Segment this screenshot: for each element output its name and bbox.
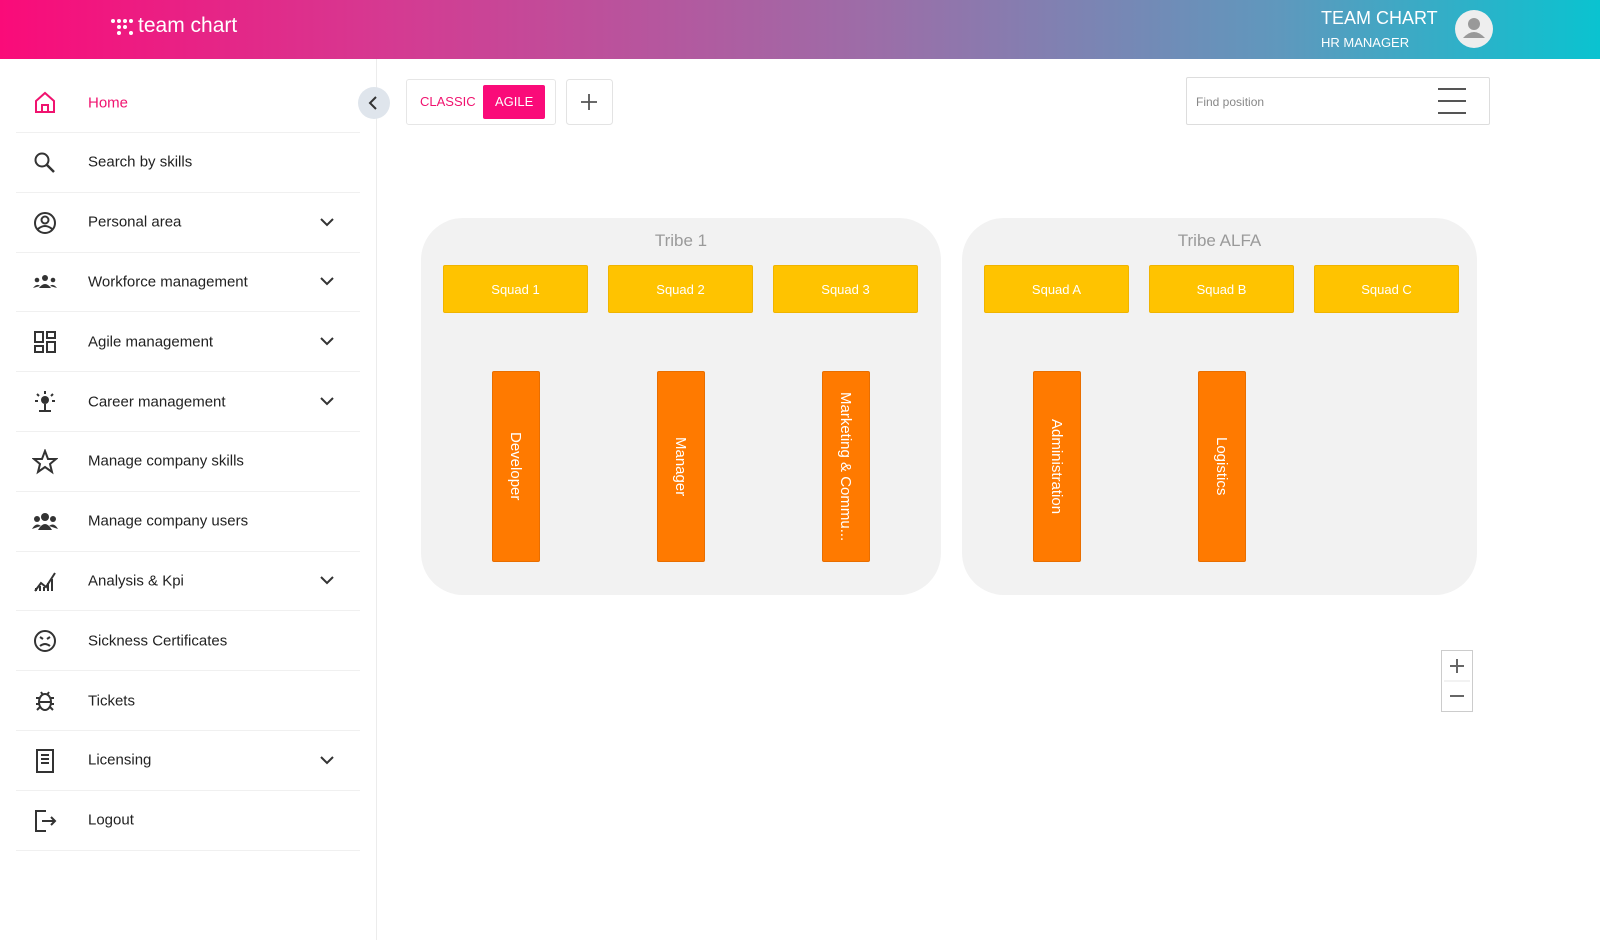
menu-label: Agile management <box>88 333 214 351</box>
view-button[interactable]: CLASSIC <box>420 94 476 109</box>
menu-icon <box>36 691 54 711</box>
tribe-name: Tribe ALFA <box>1177 231 1262 250</box>
view-button[interactable]: AGILE <box>483 85 546 119</box>
squad[interactable]: Squad 3 <box>773 265 918 313</box>
menu-label: Workforce management <box>88 273 248 291</box>
menu-icon <box>35 91 55 113</box>
menu-icon <box>32 512 58 530</box>
menu-label: Sickness Certificates <box>88 632 228 650</box>
menu-icon <box>34 211 56 234</box>
squad[interactable]: Squad A <box>984 265 1129 313</box>
submenu-chevron[interactable] <box>319 273 335 289</box>
submenu-chevron[interactable] <box>319 214 335 230</box>
menu-label: Manage company skills <box>88 452 244 470</box>
role[interactable]: Developer <box>491 371 540 562</box>
app-title: TEAM CHART <box>1321 8 1438 28</box>
menu-icon <box>34 331 56 354</box>
submenu-chevron[interactable] <box>319 572 335 588</box>
menu-item[interactable]: Career management <box>16 372 360 432</box>
menu-icon <box>35 809 57 832</box>
menu-item[interactable]: Analysis & Kpi <box>16 551 360 612</box>
menu-icon <box>34 152 55 173</box>
menu-icon <box>34 630 56 653</box>
search-box[interactable]: Find position <box>1186 77 1490 125</box>
menu-label: Search by skills <box>88 153 193 171</box>
submenu-chevron[interactable] <box>319 752 335 768</box>
menu-label: Personal area <box>88 213 182 231</box>
role[interactable]: Marketing & Commu... <box>821 371 870 562</box>
submenu-chevron[interactable] <box>319 393 335 409</box>
role[interactable]: Logistics <box>1197 371 1246 562</box>
squad[interactable]: Squad B <box>1149 265 1294 313</box>
menu-label: Licensing <box>88 751 152 769</box>
menu-icon <box>33 275 57 289</box>
menu-item[interactable]: Agile management <box>16 312 360 373</box>
menu-item[interactable]: Logout <box>16 791 360 851</box>
role[interactable]: Manager <box>656 371 705 562</box>
menu-item[interactable]: Manage company users <box>16 492 360 552</box>
logo-text: team chart <box>138 14 238 37</box>
menu-icon[interactable] <box>1436 85 1468 117</box>
logo-icon <box>111 19 133 35</box>
menu-item[interactable]: Tickets <box>16 671 360 731</box>
header: team chart TEAM CHART HR MANAGER <box>0 0 1600 59</box>
menu-item[interactable]: Workforce management <box>16 252 360 313</box>
menu-item[interactable]: Manage company skills <box>16 432 360 492</box>
menu-label: Career management <box>88 393 226 410</box>
view-toggle: CLASSIC AGILE <box>406 79 556 125</box>
sidebar: Home Search by skills Personal area Workfor… <box>0 59 377 940</box>
zoom-control <box>1441 650 1473 712</box>
menu-icon <box>36 748 54 773</box>
tribe-name: Tribe 1 <box>654 231 708 250</box>
menu-icon <box>35 391 55 412</box>
search-placeholder: Find position <box>1196 95 1265 109</box>
menu-item[interactable]: Home <box>16 73 360 133</box>
user-role: HR MANAGER <box>1321 35 1410 50</box>
menu-item[interactable]: Licensing <box>16 731 360 791</box>
add-button[interactable] <box>566 79 614 126</box>
menu-icon <box>34 572 56 592</box>
menu-label: Manage company users <box>88 512 249 530</box>
collapse-button[interactable] <box>357 86 391 120</box>
menu-label: Logout <box>88 811 134 829</box>
role[interactable]: Administration <box>1032 371 1081 562</box>
menu-item[interactable]: Sickness Certificates <box>16 611 360 672</box>
squad[interactable]: Squad 1 <box>443 265 588 313</box>
menu-label: Home <box>88 94 129 111</box>
menu-item[interactable]: Personal area <box>16 193 360 253</box>
menu-icon <box>32 448 58 475</box>
squad[interactable]: Squad 2 <box>608 265 753 313</box>
submenu-chevron[interactable] <box>319 333 335 349</box>
menu-item[interactable]: Search by skills <box>16 133 360 193</box>
user-avatar[interactable] <box>1454 9 1494 49</box>
zoom-in[interactable] <box>1450 659 1464 673</box>
menu-label: Tickets <box>88 692 135 709</box>
squad[interactable]: Squad C <box>1314 265 1459 313</box>
menu-label: Analysis & Kpi <box>88 572 184 590</box>
